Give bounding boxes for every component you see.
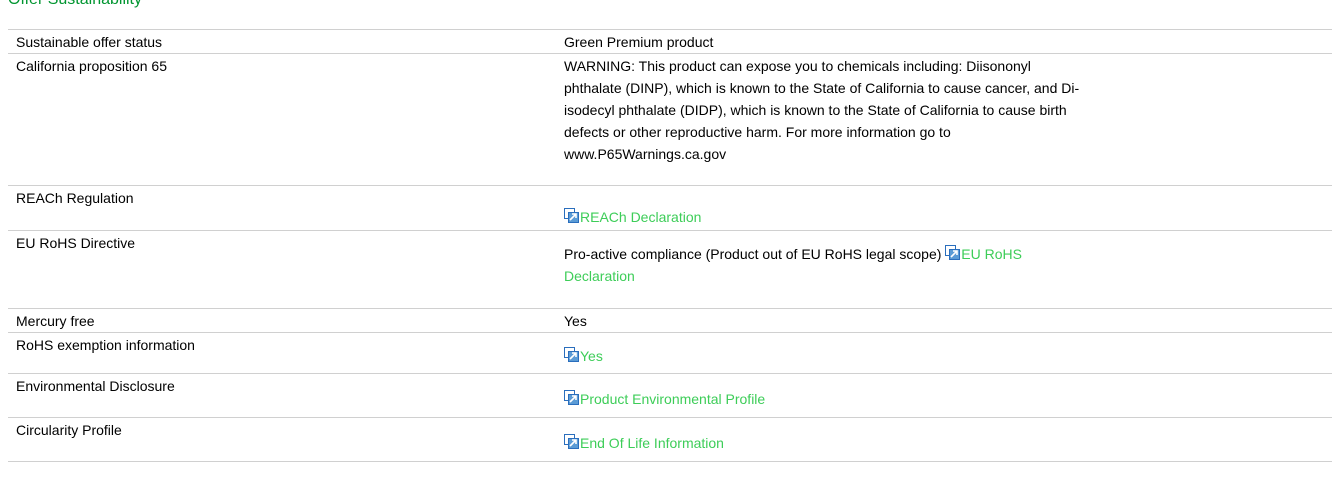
document-link[interactable]: EU RoHS Declaration bbox=[564, 246, 1022, 284]
spec-row: California proposition 65 WARNING: This p… bbox=[8, 53, 1332, 186]
spec-label: Sustainable offer status bbox=[8, 29, 556, 54]
spec-label: EU RoHS Directive bbox=[8, 230, 556, 309]
spec-value: Product Environmental Profile bbox=[556, 373, 1332, 418]
value-text: Green Premium product bbox=[564, 34, 714, 50]
link-icon bbox=[564, 434, 580, 451]
value-text: Pro-active compliance (Product out of EU… bbox=[564, 246, 942, 262]
spec-label: REACh Regulation bbox=[8, 185, 556, 231]
document-link[interactable]: REACh Declaration bbox=[580, 209, 702, 225]
spec-value: Yes bbox=[556, 308, 1332, 333]
spec-value: End Of Life Information bbox=[556, 417, 1332, 462]
spec-row: Sustainable offer status Green Premium pr… bbox=[8, 29, 1332, 54]
spec-value: REACh Declaration bbox=[556, 185, 1332, 231]
link-icon bbox=[564, 208, 580, 225]
spec-label: Circularity Profile bbox=[8, 417, 556, 462]
table-body: Sustainable offer status Green Premium pr… bbox=[8, 29, 1332, 462]
spec-row: Circularity Profile End Of Life Informati… bbox=[8, 417, 1332, 462]
document-link[interactable]: Product Environmental Profile bbox=[580, 391, 766, 407]
link-icon bbox=[945, 245, 961, 262]
spec-value: Pro-active compliance (Product out of EU… bbox=[556, 230, 1332, 309]
spec-row: Mercury free Yes bbox=[8, 308, 1332, 333]
spec-row: REACh Regulation REACh Declaration bbox=[8, 185, 1332, 231]
spec-row: EU RoHS Directive Pro-active compliance (… bbox=[8, 230, 1332, 309]
spec-value: Green Premium product bbox=[556, 29, 1332, 54]
value-text: Yes bbox=[564, 313, 587, 329]
document-link[interactable]: End Of Life Information bbox=[580, 435, 724, 451]
link-icon bbox=[564, 347, 580, 364]
spec-label: California proposition 65 bbox=[8, 53, 556, 186]
spec-value: Yes bbox=[556, 332, 1332, 374]
spec-label: Environmental Disclosure bbox=[8, 373, 556, 418]
spec-table: Sustainable offer status Green Premium pr… bbox=[8, 29, 1332, 462]
spec-row: Environmental Disclosure Product Environm… bbox=[8, 373, 1332, 418]
spec-label: RoHS exemption information bbox=[8, 332, 556, 374]
link-icon bbox=[564, 390, 580, 407]
spec-label: Mercury free bbox=[8, 308, 556, 333]
document-link[interactable]: Yes bbox=[580, 348, 603, 364]
spec-row: RoHS exemption information Yes bbox=[8, 332, 1332, 374]
spec-value: WARNING: This product can expose you to … bbox=[556, 53, 1332, 186]
value-text: WARNING: This product can expose you to … bbox=[564, 58, 1080, 162]
section-title: Offer Sustainability bbox=[8, 0, 142, 10]
